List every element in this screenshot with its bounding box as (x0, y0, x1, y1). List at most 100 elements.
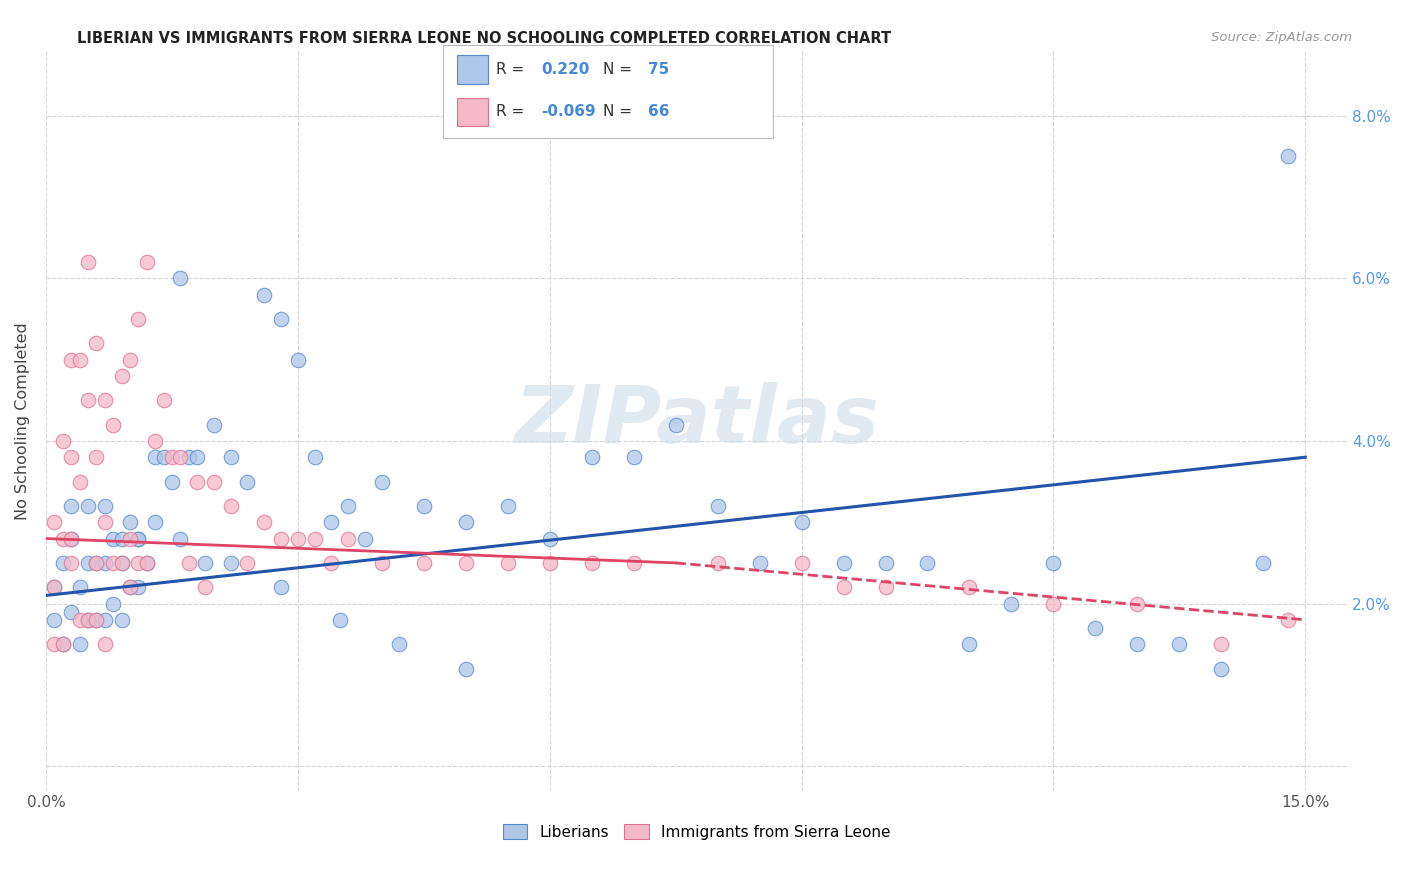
Point (77, 613, 100, 627)
Point (1211, 637, 1233, 651)
Point (52, 556, 75, 570)
Point (118, 580, 141, 594)
Point (118, 532, 141, 546)
Point (110, 532, 132, 546)
Point (135, 556, 157, 570)
Text: LIBERIAN VS IMMIGRANTS FROM SIERRA LEONE NO SCHOOLING COMPLETED CORRELATION CHAR: LIBERIAN VS IMMIGRANTS FROM SIERRA LEONE… (77, 31, 891, 46)
Point (93, 393, 115, 408)
Point (875, 580, 897, 594)
Point (160, 475, 183, 489)
Point (127, 312, 149, 326)
Point (270, 312, 292, 326)
Point (110, 556, 132, 570)
Point (748, 556, 770, 570)
Point (101, 417, 124, 432)
Point (118, 515, 141, 529)
Point (69, 637, 91, 651)
Point (118, 352, 141, 367)
Point (253, 287, 276, 301)
Point (60, 499, 83, 513)
Point (60, 605, 83, 619)
Point (127, 556, 149, 570)
Point (875, 556, 897, 570)
Point (44, 580, 66, 594)
Point (86, 613, 108, 627)
Point (959, 637, 981, 651)
Point (496, 499, 519, 513)
Point (371, 556, 394, 570)
Point (86, 556, 108, 570)
Point (371, 475, 394, 489)
Point (69, 580, 91, 594)
Point (52, 637, 75, 651)
Point (44, 613, 66, 627)
Point (77, 613, 100, 627)
Point (321, 515, 343, 529)
Point (219, 450, 242, 465)
Point (44, 515, 66, 529)
Point (1126, 637, 1149, 651)
Point (93, 515, 115, 529)
Point (177, 556, 200, 570)
Point (86, 556, 108, 570)
Point (1168, 637, 1191, 651)
Point (337, 499, 360, 513)
Point (60, 532, 83, 546)
Point (118, 580, 141, 594)
Point (665, 417, 688, 432)
Point (194, 556, 217, 570)
Point (143, 515, 166, 529)
Point (60, 352, 83, 367)
Point (169, 450, 191, 465)
Point (93, 613, 115, 627)
Point (110, 613, 132, 627)
Point (1042, 556, 1064, 570)
Point (52, 434, 75, 448)
Point (236, 475, 259, 489)
Text: 66: 66 (648, 104, 669, 120)
Point (169, 271, 191, 285)
Point (60, 450, 83, 465)
Point (127, 532, 149, 546)
Point (143, 450, 166, 465)
Point (236, 556, 259, 570)
Point (1211, 662, 1233, 676)
Point (454, 556, 477, 570)
Point (354, 532, 377, 546)
Point (1277, 149, 1299, 163)
Point (270, 532, 292, 546)
Legend: Liberians, Immigrants from Sierra Leone: Liberians, Immigrants from Sierra Leone (496, 818, 897, 846)
Point (496, 556, 519, 570)
Point (77, 255, 100, 269)
Point (101, 556, 124, 570)
Point (412, 556, 434, 570)
Text: -0.069: -0.069 (541, 104, 596, 120)
Point (329, 613, 352, 627)
Point (86, 336, 108, 351)
Point (832, 556, 855, 570)
Point (60, 532, 83, 546)
Point (152, 450, 174, 465)
Point (135, 255, 157, 269)
Point (581, 556, 603, 570)
Point (52, 637, 75, 651)
Text: ZIPatlas: ZIPatlas (515, 382, 879, 459)
Point (538, 556, 561, 570)
Point (959, 580, 981, 594)
Point (127, 580, 149, 594)
Point (1084, 621, 1107, 635)
Point (152, 393, 174, 408)
Point (169, 532, 191, 546)
Point (77, 499, 100, 513)
Point (387, 637, 409, 651)
Point (623, 556, 645, 570)
Point (832, 580, 855, 594)
Point (52, 532, 75, 546)
Point (135, 556, 157, 570)
Point (706, 556, 728, 570)
Point (790, 556, 813, 570)
Point (1042, 597, 1064, 611)
Point (287, 532, 309, 546)
Point (1277, 613, 1299, 627)
Point (60, 556, 83, 570)
